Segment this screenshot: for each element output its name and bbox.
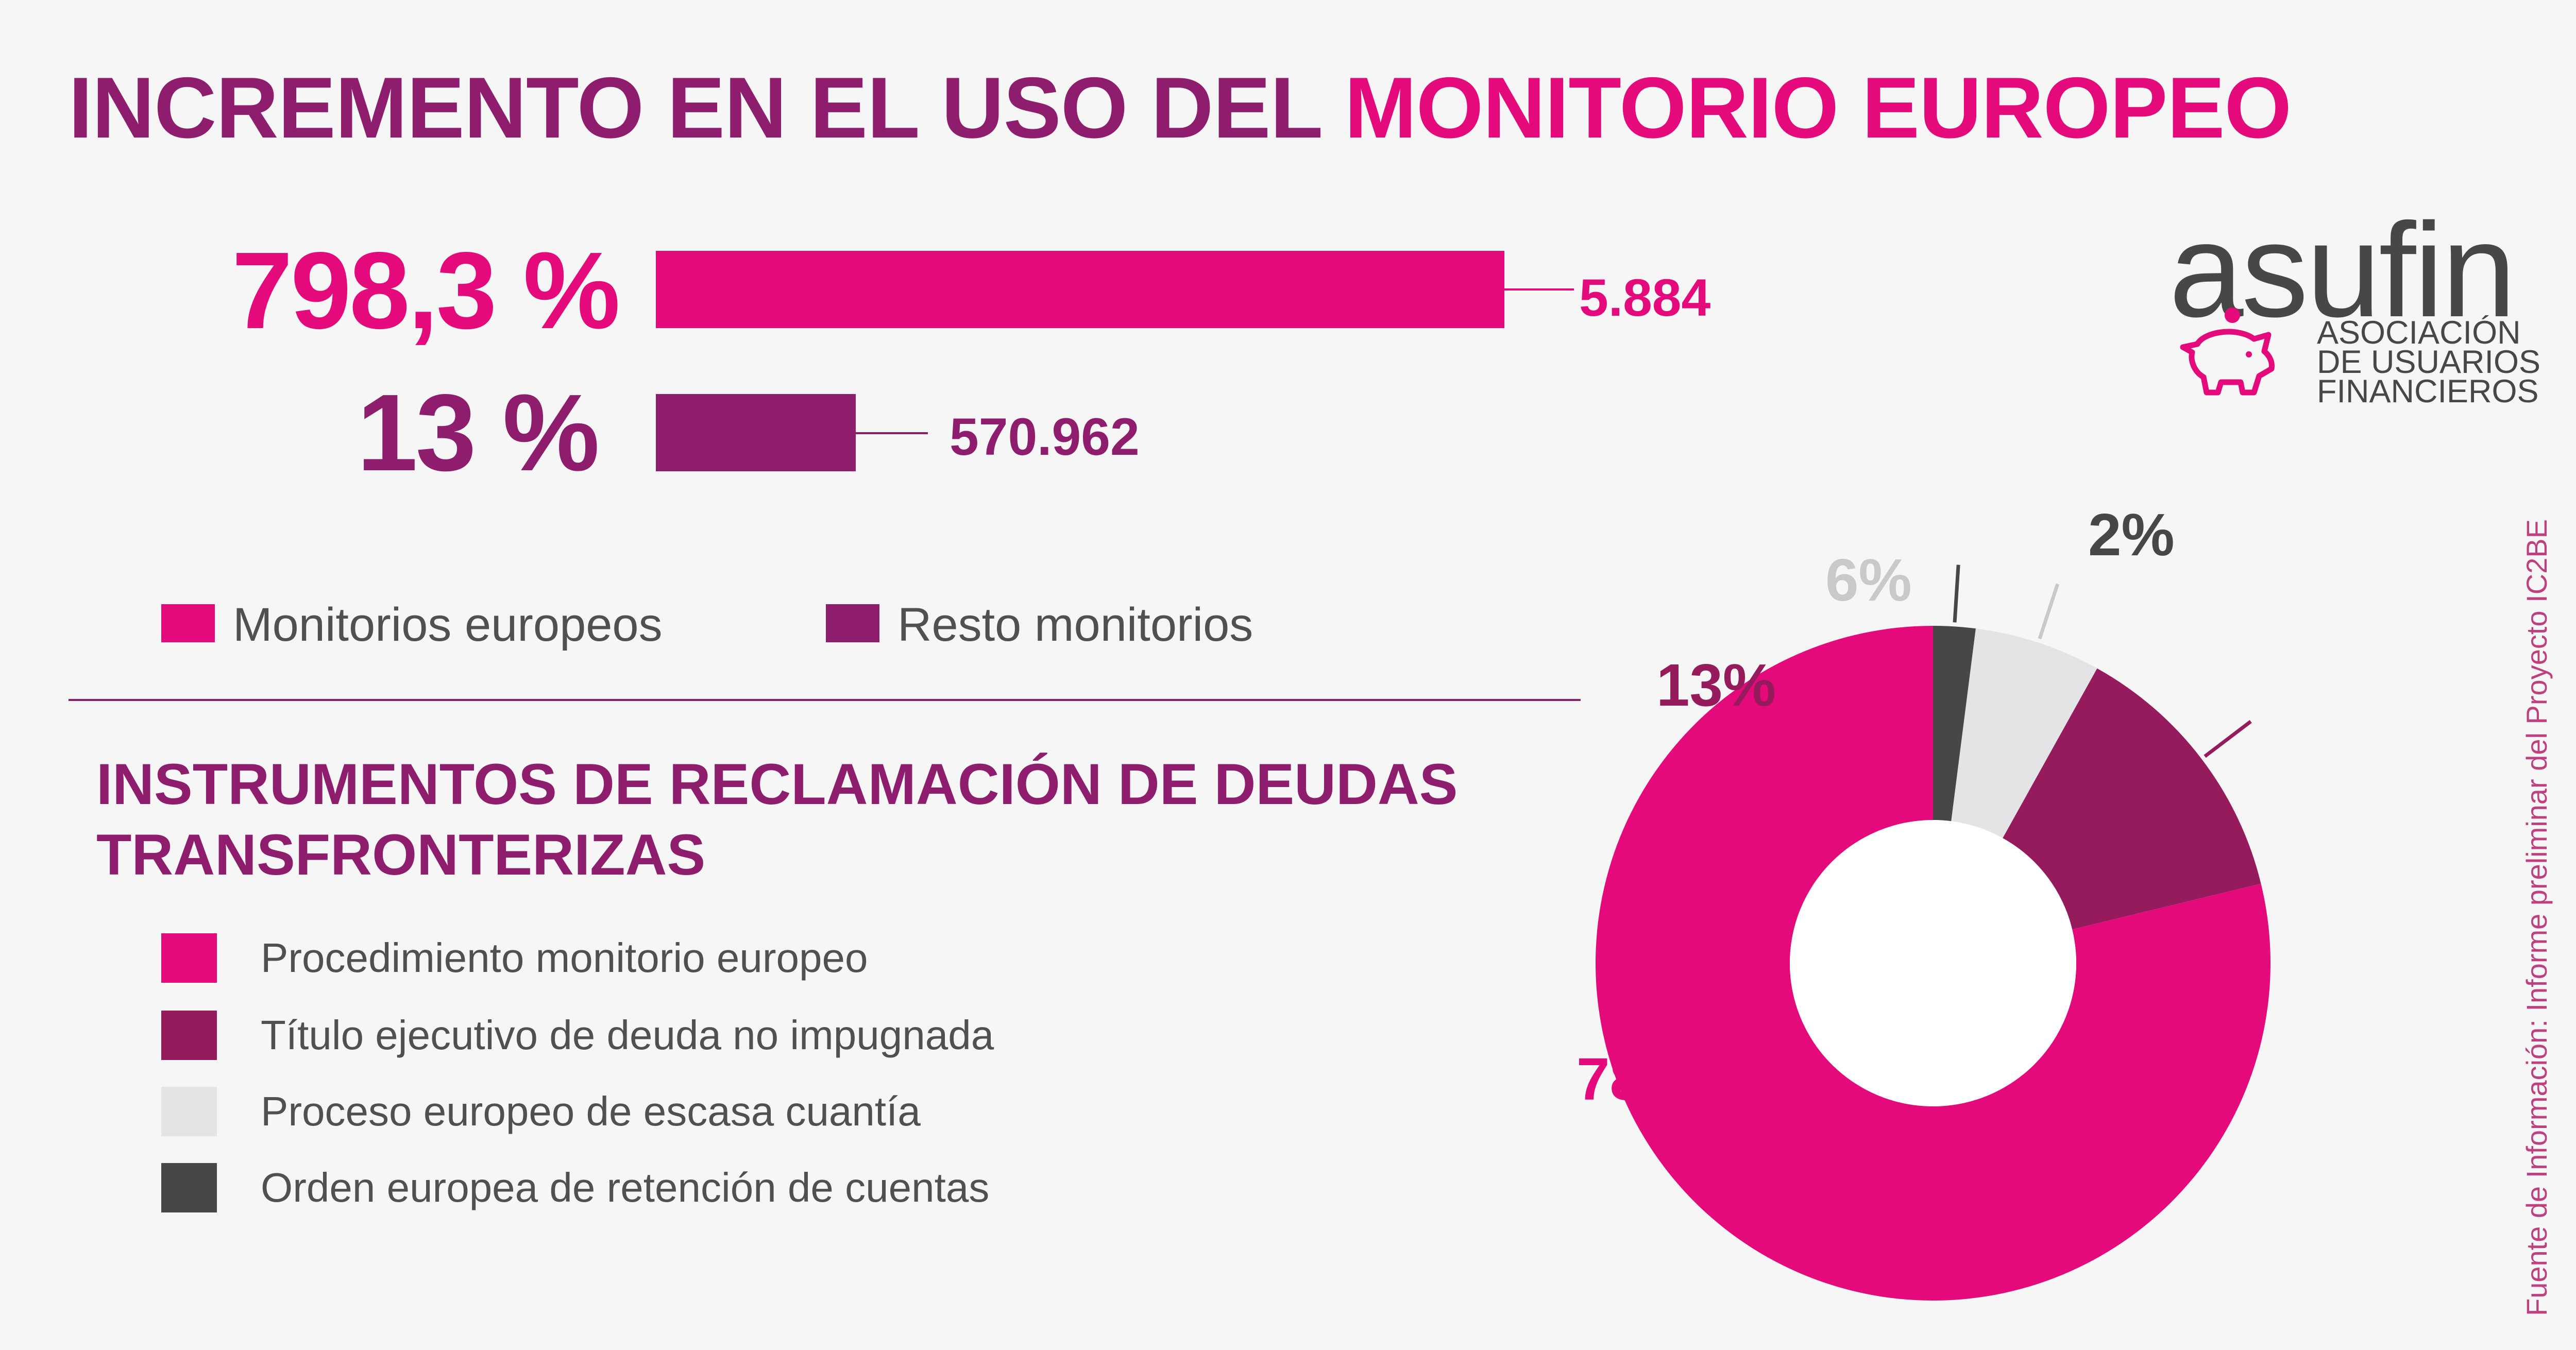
legend-label-european: Monitorios europeos bbox=[233, 599, 663, 651]
donut-slice-retencion bbox=[1933, 626, 1976, 822]
donut-leader-titulo bbox=[2204, 720, 2252, 758]
pie-label-78: 78% bbox=[1577, 1046, 1697, 1113]
legend-label-rest: Resto monitorios bbox=[897, 599, 1253, 651]
legend-swatch-rest bbox=[826, 604, 879, 642]
section-divider bbox=[69, 699, 1581, 701]
bar-percent-european: 798,3 % bbox=[232, 229, 620, 351]
pie-label-13: 13% bbox=[1656, 652, 1776, 719]
piggy-bank-icon bbox=[2180, 307, 2275, 396]
bar-european bbox=[656, 251, 1504, 328]
bar-value-rest: 570.962 bbox=[950, 407, 1140, 466]
section-title: INSTRUMENTOS DE RECLAMACIÓN DE DEUDAS TR… bbox=[96, 752, 1458, 887]
donut-leader-retencion bbox=[1953, 565, 1960, 623]
donut-leader-escasa-cuantia bbox=[2038, 583, 2060, 640]
legend-swatch-european bbox=[161, 604, 215, 642]
page-title: INCREMENTO EN EL USO DEL MONITORIO EUROP… bbox=[69, 64, 2292, 151]
pie-label-6: 6% bbox=[1825, 546, 1912, 613]
bar-leader-line-rest bbox=[856, 432, 928, 434]
donut-hole bbox=[1790, 820, 2076, 1106]
pie-legend-swatch-2 bbox=[161, 1011, 217, 1060]
pie-legend-swatch-3 bbox=[161, 1087, 217, 1136]
bar-percent-rest: 13 % bbox=[357, 371, 600, 493]
donut-slice-titulo bbox=[2003, 668, 2261, 930]
pie-legend-label-3: Proceso europeo de escasa cuantía bbox=[261, 1088, 921, 1134]
bar-value-european: 5.884 bbox=[1579, 268, 1711, 327]
bar-leader-line-european bbox=[1504, 288, 1574, 290]
logo-subtitle-2: DE USUARIOS bbox=[2317, 344, 2541, 380]
pie-legend-swatch-1 bbox=[161, 933, 217, 983]
donut-slice-monitorio bbox=[1596, 626, 2270, 1301]
source-note: Fuente de Información: Informe prelimina… bbox=[2520, 519, 2553, 1316]
pie-label-2: 2% bbox=[2088, 501, 2175, 568]
title-part-2: MONITORIO EUROPEO bbox=[1344, 59, 2292, 156]
logo-subtitle-3: FINANCIEROS bbox=[2317, 373, 2539, 409]
pie-legend-label-2: Título ejecutivo de deuda no impugnada bbox=[261, 1012, 994, 1058]
title-part-1: INCREMENTO EN EL USO DEL bbox=[69, 59, 1345, 156]
donut-slice-escasa-cuantia bbox=[1951, 628, 2097, 839]
pie-legend-label-1: Procedimiento monitorio europeo bbox=[261, 935, 868, 981]
pie-legend-swatch-4 bbox=[161, 1163, 217, 1212]
pie-legend-label-4: Orden europea de retención de cuentas bbox=[261, 1165, 990, 1210]
logo-subtitle-1: ASOCIACIÓN bbox=[2317, 315, 2521, 351]
bar-rest bbox=[656, 394, 856, 471]
